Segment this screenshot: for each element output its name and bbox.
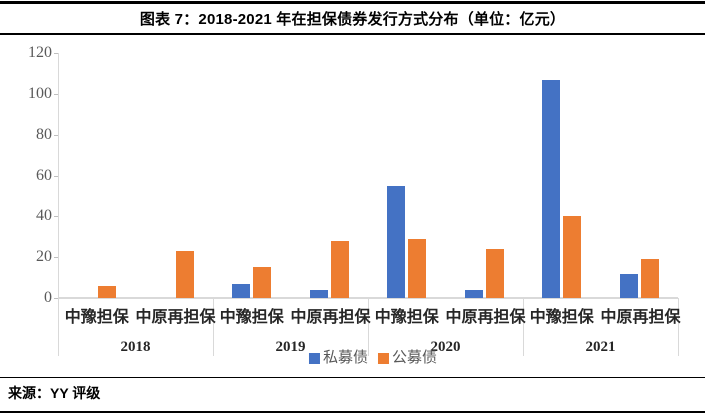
source-top-divider <box>0 377 705 378</box>
source-text: 来源：YY 评级 <box>8 385 101 401</box>
chart-legend: 私募债 公募债 <box>308 350 438 366</box>
y-axis-tick-label: 100 <box>28 84 52 102</box>
legend-label: 公募债 <box>392 350 438 366</box>
year-label: 2020 <box>430 339 461 355</box>
top-divider <box>0 1 705 4</box>
category-label: 中原再担保 <box>600 309 681 326</box>
y-axis-tick-mark <box>54 257 58 259</box>
bar-chart: 0 20 40 60 80 100 120 中豫担保 中原再担保 2018 中豫担保 中原再担保 201… <box>0 40 705 375</box>
bar-公募债-2020 中原再担保 <box>485 249 504 298</box>
y-axis-tick-label: 0 <box>44 289 52 306</box>
category-label: 中豫担保 <box>64 309 129 326</box>
bar-公募债-2018 中豫担保 <box>98 285 117 298</box>
category-label: 中原再担保 <box>445 309 526 326</box>
bar-公募债-2019 中原再担保 <box>330 240 349 298</box>
bar-公募债-2018 中原再担保 <box>175 251 194 298</box>
legend-item: 私募债 <box>308 350 368 366</box>
category-label: 中豫担保 <box>529 309 594 326</box>
page-title: 图表 7：2018-2021 年在担保债券发行方式分布（单位：亿元） <box>139 11 566 28</box>
legend-item: 公募债 <box>378 350 438 366</box>
bar-公募债-2021 中原再担保 <box>640 259 659 298</box>
bar-私募债-2019 中原再担保 <box>309 289 328 298</box>
legend-label: 私募债 <box>322 350 368 366</box>
legend-swatch-icon <box>308 352 320 364</box>
category-label: 中豫担保 <box>374 309 439 326</box>
bar-私募债-2019 中豫担保 <box>232 283 251 298</box>
legend-swatch-icon <box>378 352 389 364</box>
year-label: 2021 <box>585 339 616 355</box>
category-box-separator <box>213 298 214 356</box>
year-label: 2019 <box>275 339 306 355</box>
bar-私募债-2020 中原再担保 <box>464 289 483 298</box>
y-axis-tick-mark <box>54 216 58 218</box>
y-axis-tick-label: 60 <box>36 166 52 184</box>
bar-私募债-2021 中豫担保 <box>542 79 561 298</box>
category-label: 中原再担保 <box>290 309 371 326</box>
bar-私募债-2021 中原再担保 <box>619 273 638 298</box>
title-divider <box>0 33 705 35</box>
bar-公募债-2019 中豫担保 <box>253 267 272 298</box>
y-axis-tick-label: 120 <box>28 44 52 61</box>
bottom-divider <box>0 411 705 413</box>
category-label: 中原再担保 <box>135 309 216 326</box>
y-axis-tick-mark <box>54 298 58 299</box>
year-label: 2018 <box>120 339 151 355</box>
bar-私募债-2020 中豫担保 <box>387 185 406 298</box>
y-axis-tick-label: 80 <box>36 125 52 143</box>
bar-公募债-2021 中豫担保 <box>563 216 582 298</box>
bar-公募债-2020 中豫担保 <box>408 238 427 298</box>
y-axis-line <box>58 53 59 356</box>
y-axis-tick-label: 40 <box>36 207 52 225</box>
y-axis-tick-label: 20 <box>36 248 52 266</box>
y-axis-tick-mark <box>54 93 58 95</box>
category-label: 中豫担保 <box>219 309 284 326</box>
y-axis-tick-mark <box>54 53 58 54</box>
category-box-separator <box>678 298 679 356</box>
y-axis-tick-mark <box>54 134 58 136</box>
category-box-separator <box>523 298 524 356</box>
category-box-separator <box>368 298 369 356</box>
y-axis-tick-mark <box>54 175 58 177</box>
